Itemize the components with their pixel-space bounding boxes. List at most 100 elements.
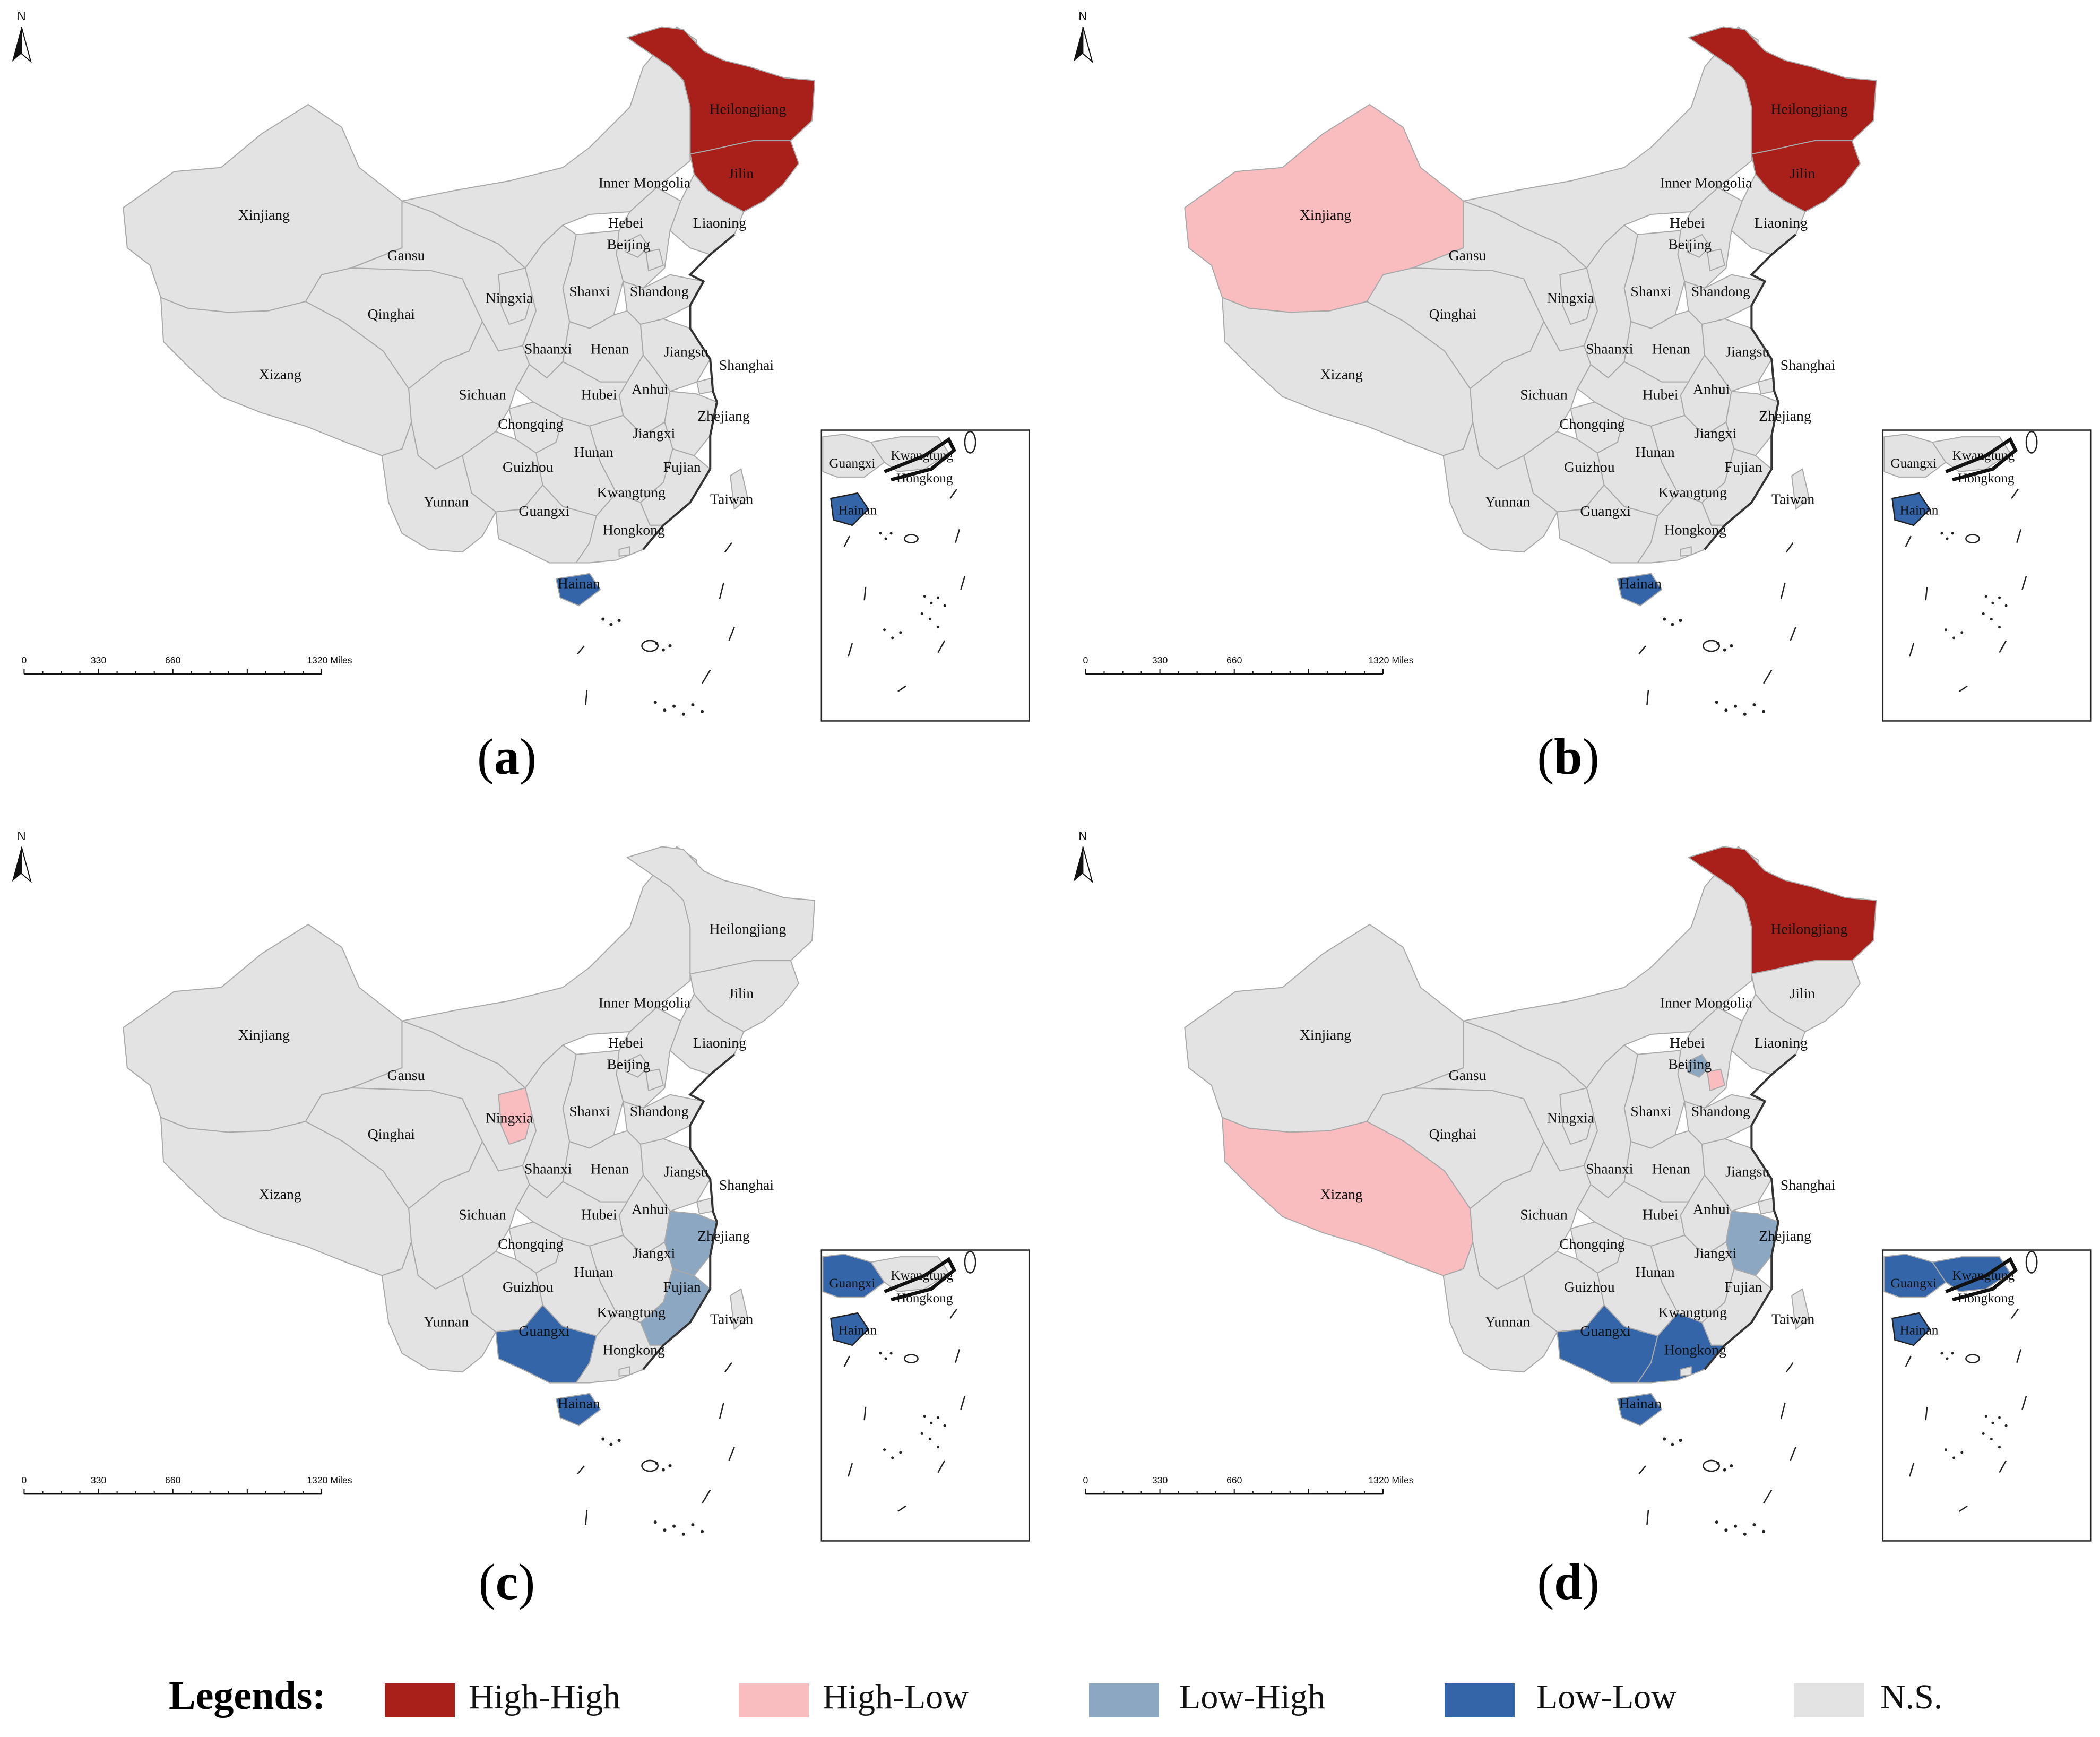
- nine-dash-segment: [1763, 669, 1773, 684]
- island-dot: [1679, 619, 1682, 623]
- inset-label-hainan: Hainan: [839, 504, 877, 518]
- south-sea-islands: [1638, 1362, 1796, 1536]
- inset-dash-segment: [1909, 1463, 1915, 1477]
- inset-label-hainan: Hainan: [839, 1324, 877, 1338]
- label-xizang: Xizang: [1320, 1187, 1363, 1203]
- inset-island-dot: [930, 601, 933, 604]
- label-liaoning: Liaoning: [693, 215, 746, 231]
- province-kwangtung: [1637, 492, 1725, 564]
- legend-swatch-high-high: [385, 1683, 455, 1717]
- north-arrow-left: [1073, 846, 1083, 882]
- inset-label-hainan: Hainan: [1900, 1324, 1939, 1338]
- province-labels: Heilongjiang Jilin Inner Mongolia Liaoning H…: [1300, 101, 1848, 592]
- inset-island-dot: [1991, 1421, 1994, 1424]
- scale-bar-label: 0: [1083, 655, 1088, 666]
- label-hongkong: Hongkong: [603, 522, 665, 538]
- inset-island-dot: [923, 595, 926, 598]
- inset-island-dot: [879, 1352, 882, 1355]
- inset-island-dot: [1946, 537, 1949, 540]
- inset-island-dot: [1984, 1415, 1987, 1418]
- inset-frame: [820, 1249, 1030, 1542]
- label-xizang: Xizang: [259, 367, 301, 383]
- nine-dash-segment: [702, 1489, 711, 1504]
- label-chongqing: Chongqing: [498, 1236, 564, 1252]
- inset-dash-segment: [843, 535, 850, 547]
- nine-dash-segment: [719, 1403, 724, 1419]
- island-dot: [1743, 1532, 1747, 1536]
- inset-island-dot: [936, 1416, 940, 1419]
- inset-map: Guangxi Kwangtung Hongkong Hainan: [820, 1249, 1030, 1542]
- inset-dash-segment: [848, 1463, 853, 1477]
- scale-bar-label: 660: [165, 1475, 181, 1485]
- label-hongkong: Hongkong: [1664, 522, 1726, 538]
- label-beijing: Beijing: [1668, 1057, 1712, 1073]
- north-arrow-left: [12, 27, 22, 62]
- south-sea-islands: [577, 542, 735, 716]
- island-dot: [609, 1442, 613, 1446]
- nine-dash-segment: [1780, 583, 1786, 599]
- inset-coastline: [884, 1257, 956, 1302]
- inset-island-dot: [923, 1415, 926, 1418]
- island-dot: [661, 1468, 665, 1472]
- province-hongkong: [618, 546, 630, 557]
- north-arrow-left: [1073, 27, 1083, 62]
- inset-dash-segment: [1925, 586, 1928, 601]
- island-ring: [1703, 1459, 1721, 1472]
- panel-tag: (c): [478, 1553, 535, 1610]
- label-hainan: Hainan: [1619, 1395, 1662, 1412]
- label-zhejiang: Zhejiang: [697, 408, 750, 425]
- legend-swatch-ns: [1794, 1683, 1864, 1717]
- label-sichuan: Sichuan: [459, 1206, 506, 1223]
- inset-island-dot: [1982, 612, 1985, 615]
- provinces: [1184, 846, 1877, 1427]
- province-inner-mongolia: [401, 846, 698, 1089]
- label-hebei: Hebei: [1670, 1035, 1705, 1051]
- label-hunan: Hunan: [574, 1264, 613, 1281]
- island-ring: [641, 640, 659, 652]
- inset-dash-segment: [863, 1406, 867, 1421]
- legend: Legends: High-High High-Low Low-High Low…: [0, 1666, 2100, 1730]
- label-jiangxi: Jiangxi: [633, 1246, 675, 1262]
- label-gansu: Gansu: [1449, 1067, 1487, 1084]
- label-xizang: Xizang: [1320, 367, 1363, 383]
- north-arrow: N: [12, 829, 32, 884]
- island-dot: [681, 1532, 685, 1536]
- label-hubei: Hubei: [581, 1206, 617, 1223]
- label-guizhou: Guizhou: [1564, 1279, 1615, 1295]
- province-beijing: [625, 234, 650, 258]
- label-shanghai: Shanghai: [719, 1177, 774, 1194]
- scale-bar-label: 1320 Miles: [307, 655, 352, 666]
- map-panel-b: Heilongjiang Jilin Inner Mongolia Liaoning H…: [1061, 0, 2100, 825]
- inset-island-ring: [1965, 534, 1980, 543]
- inset-island-dot: [1960, 1451, 1964, 1454]
- label-hubei: Hubei: [581, 386, 617, 403]
- label-henan: Henan: [1652, 341, 1691, 358]
- label-qinghai: Qinghai: [368, 1126, 416, 1143]
- legend-label-low-low: Low-Low: [1536, 1678, 1676, 1716]
- label-hubei: Hubei: [1643, 1206, 1679, 1223]
- island-dot: [653, 701, 657, 704]
- scale-bar-label: 660: [1226, 1475, 1242, 1485]
- label-hunan: Hunan: [1636, 1264, 1675, 1281]
- inset-label-hainan: Hainan: [1900, 504, 1939, 518]
- label-jiangxi: Jiangxi: [1694, 426, 1736, 442]
- inset-dash-segment: [1909, 643, 1915, 657]
- label-yunnan: Yunnan: [424, 494, 469, 510]
- inset-dash-segment: [897, 685, 906, 692]
- scale-bar-label: 1320 Miles: [1368, 655, 1414, 666]
- inset-island-dot: [2004, 1424, 2008, 1427]
- label-shanxi: Shanxi: [1630, 1103, 1671, 1120]
- island-dot: [1743, 712, 1747, 716]
- nine-dash-segment: [1785, 542, 1794, 553]
- province-hainan: [555, 1393, 601, 1427]
- island-dot: [1762, 710, 1766, 713]
- label-zhejiang: Zhejiang: [697, 1228, 750, 1245]
- inset-label-kwangtung: Kwangtung: [1952, 1268, 2015, 1283]
- label-shanxi: Shanxi: [569, 1103, 610, 1120]
- panel-tag: (b): [1537, 728, 1600, 785]
- inset-island-dot: [943, 1424, 946, 1427]
- province-shanghai: [696, 377, 714, 395]
- label-guangxi: Guangxi: [1580, 1323, 1631, 1340]
- legend-label-low-high: Low-High: [1179, 1678, 1325, 1716]
- label-heilongjiang: Heilongjiang: [709, 101, 786, 118]
